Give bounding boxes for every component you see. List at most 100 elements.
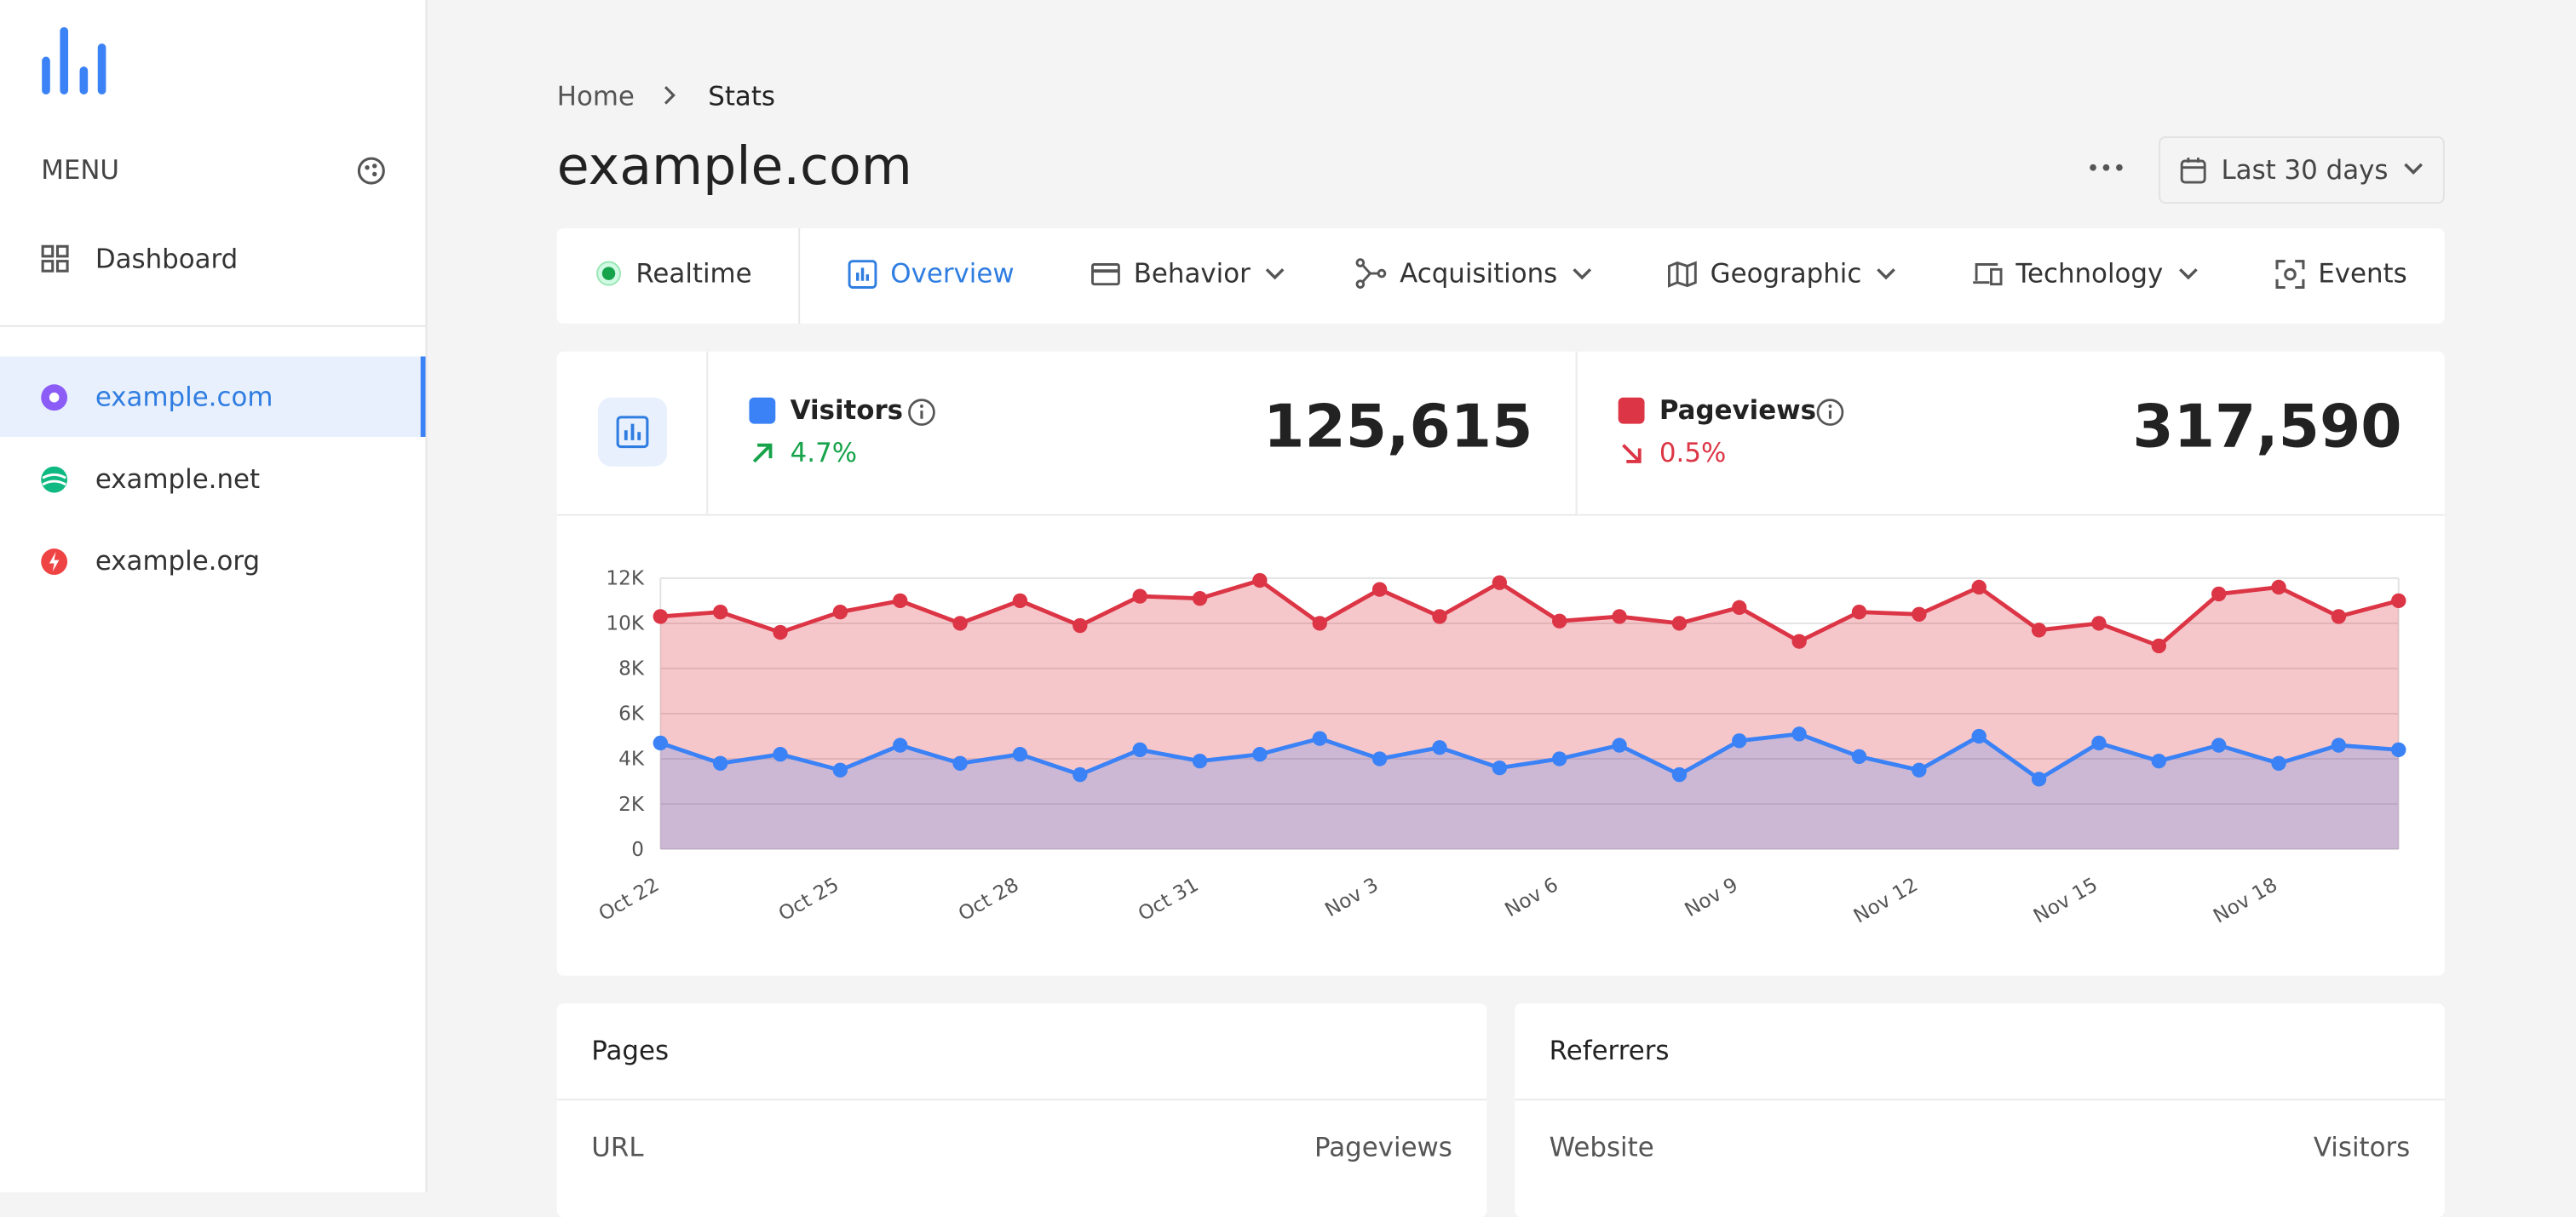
theme-icon[interactable] [357,156,387,186]
chevron [1573,267,1592,279]
date-range: Last 30 days [2221,154,2389,186]
point [1612,738,1627,753]
column-header: URL [591,1131,644,1163]
trend-arrow [752,443,773,463]
point [1252,572,1268,588]
chevron [2178,267,2198,279]
point [1192,591,1208,606]
tab[interactable]: Behavior [1091,258,1287,289]
page-title: example.com [556,135,912,198]
x-tick-label: Oct 22 [595,874,663,926]
y-tick-label: 8K [618,658,645,680]
stat-change: 4.7% [790,437,858,468]
stat-value: 125,615 [1263,393,1533,462]
point [712,604,728,620]
point [1012,593,1028,609]
point [1312,616,1327,631]
point [2091,735,2107,751]
point [2391,593,2406,609]
point [2331,609,2347,624]
point [1312,731,1327,746]
tab-label: Overview [890,257,1015,290]
x-tick-label: Nov 3 [1321,874,1382,921]
point [1912,606,1927,622]
legend-swatch [1618,397,1645,424]
site-icon [41,548,68,576]
stat-value: 317,590 [2132,393,2402,462]
divider [1575,351,1578,514]
point [1732,600,1747,616]
tab-label: Events [2318,257,2407,290]
site-link[interactable]: example.com [95,381,273,413]
point [2151,638,2166,654]
y-tick-label: 10K [606,613,644,635]
x-tick-label: Nov 15 [2030,874,2102,927]
point [1432,740,1447,755]
point [2211,738,2227,753]
point [1072,766,1088,783]
point [952,755,968,771]
tab[interactable]: Acquisitions [1355,257,1594,290]
point [712,755,728,771]
area [660,580,2399,850]
point [2031,623,2047,638]
point [952,616,968,631]
nav-item[interactable]: Dashboard [95,243,239,275]
tab-label: Acquisitions [1400,257,1558,290]
more-button[interactable] [2088,158,2124,177]
info-icon[interactable] [1815,398,1845,428]
info-icon[interactable] [907,398,937,428]
panel-title: Pages [591,1035,670,1066]
tab-icon [1973,262,2003,285]
point [773,624,788,640]
y-tick-label: 0 [631,839,644,861]
tab-icon [1355,258,1387,289]
tab[interactable]: Events [2275,257,2407,290]
site-link[interactable]: example.net [95,462,261,495]
stat-change: 0.5% [1659,437,1727,468]
point [2331,738,2347,753]
point [893,593,908,609]
tab-bar [556,228,2445,324]
breadcrumb-link[interactable]: Home [556,80,635,112]
chevron [2404,163,2423,175]
point [1132,742,1147,758]
point [1012,747,1028,762]
area [660,733,2399,850]
chevron [1877,267,1896,279]
y-tick-label: 12K [606,568,644,590]
point [1612,609,1627,624]
x-tick-label: Nov 12 [1850,874,1922,927]
tab-label: Geographic [1710,257,1862,290]
divider [556,1099,1487,1101]
app: MENU Dashboard example.com example.net e… [0,0,2445,1217]
point [1192,753,1208,769]
tab[interactable]: Technology [1971,257,2199,290]
site-link[interactable]: example.org [95,545,261,577]
x-tick-label: Nov 18 [2210,874,2281,927]
stat-name: Visitors [790,393,904,426]
line [659,732,2399,782]
active-site[interactable] [0,356,426,438]
point [2091,616,2107,631]
divider [1515,1099,2445,1101]
column-header: Visitors [2313,1131,2411,1163]
stat-name: Pageviews [1659,393,1817,426]
point [1732,733,1747,749]
tab[interactable]: Overview [848,257,1015,290]
tab-icon [848,259,877,288]
date-picker[interactable]: Last 30 days [2159,136,2445,204]
menu-label: MENU [41,154,120,186]
point [1252,747,1268,762]
y-tick-label: 4K [618,749,645,771]
y-tick-label: 2K [618,794,645,816]
tab-label: Technology [2015,257,2164,290]
divider [0,324,426,327]
point [1671,766,1688,783]
point [1371,582,1388,597]
legend-swatch [749,397,776,424]
tab-icon [1668,260,1697,287]
tab[interactable]: Geographic [1668,257,1898,290]
tab-icon [2275,259,2305,289]
tab[interactable]: Realtime [595,258,752,289]
